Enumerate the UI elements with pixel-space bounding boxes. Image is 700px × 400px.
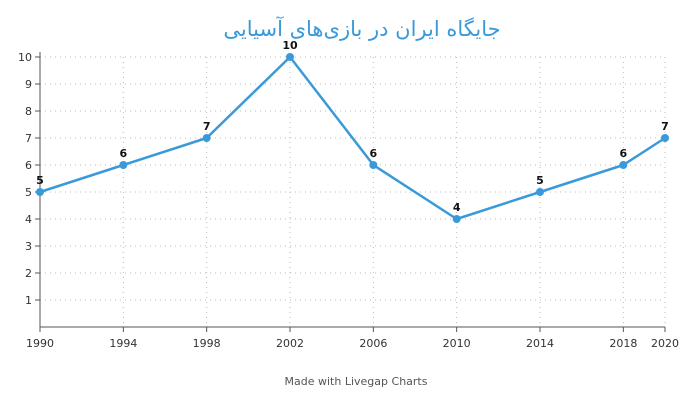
chart-title: جایگاه ایران در بازی‌های آسیایی bbox=[223, 16, 500, 41]
y-tick-label: 4 bbox=[25, 213, 32, 226]
data-point[interactable] bbox=[661, 134, 669, 142]
y-tick-label: 5 bbox=[25, 186, 32, 199]
y-tick-label: 10 bbox=[18, 51, 32, 64]
x-tick-label: 1994 bbox=[109, 337, 137, 350]
y-tick-label: 1 bbox=[25, 294, 32, 307]
data-label: 6 bbox=[120, 147, 128, 160]
data-labels: 5 6 7 10 6 4 5 6 7 bbox=[36, 39, 669, 214]
x-tick-label: 2010 bbox=[443, 337, 471, 350]
data-point[interactable] bbox=[119, 161, 128, 169]
data-label: 6 bbox=[370, 147, 378, 160]
x-tick-label: 2018 bbox=[609, 337, 637, 350]
x-tick-label: 1990 bbox=[26, 337, 54, 350]
grid bbox=[40, 56, 666, 327]
y-axis-ticks: 1 2 3 4 5 6 7 8 9 10 bbox=[18, 51, 40, 307]
footer-credit: Made with Livegap Charts bbox=[285, 375, 428, 388]
data-point[interactable] bbox=[202, 134, 211, 142]
data-point[interactable] bbox=[452, 215, 461, 223]
x-tick-label: 2002 bbox=[276, 337, 304, 350]
data-point[interactable] bbox=[36, 188, 44, 196]
data-label: 10 bbox=[282, 39, 298, 52]
data-label: 5 bbox=[36, 174, 44, 187]
y-tick-label: 2 bbox=[25, 267, 32, 280]
x-tick-label: 2014 bbox=[526, 337, 554, 350]
y-tick-label: 9 bbox=[25, 78, 32, 91]
data-label: 5 bbox=[536, 174, 544, 187]
x-tick-label: 2020 bbox=[651, 337, 679, 350]
x-tick-label: 1998 bbox=[193, 337, 221, 350]
data-label: 4 bbox=[453, 201, 461, 214]
y-tick-label: 8 bbox=[25, 105, 32, 118]
data-point[interactable] bbox=[619, 161, 628, 169]
data-label: 6 bbox=[620, 147, 628, 160]
series-line bbox=[39, 55, 666, 221]
axes bbox=[39, 52, 665, 328]
data-label: 7 bbox=[661, 120, 669, 133]
data-point[interactable] bbox=[369, 161, 378, 169]
data-label: 7 bbox=[203, 120, 211, 133]
series-group bbox=[36, 53, 669, 223]
y-tick-label: 6 bbox=[25, 159, 32, 172]
y-tick-label: 7 bbox=[25, 132, 32, 145]
x-axis-ticks: 1990 1994 1998 2002 2006 2010 2014 2018 2020 bbox=[26, 327, 679, 350]
data-point[interactable] bbox=[536, 188, 544, 196]
data-point[interactable] bbox=[286, 53, 294, 61]
x-tick-label: 2006 bbox=[359, 337, 387, 350]
y-tick-label: 3 bbox=[25, 240, 32, 253]
